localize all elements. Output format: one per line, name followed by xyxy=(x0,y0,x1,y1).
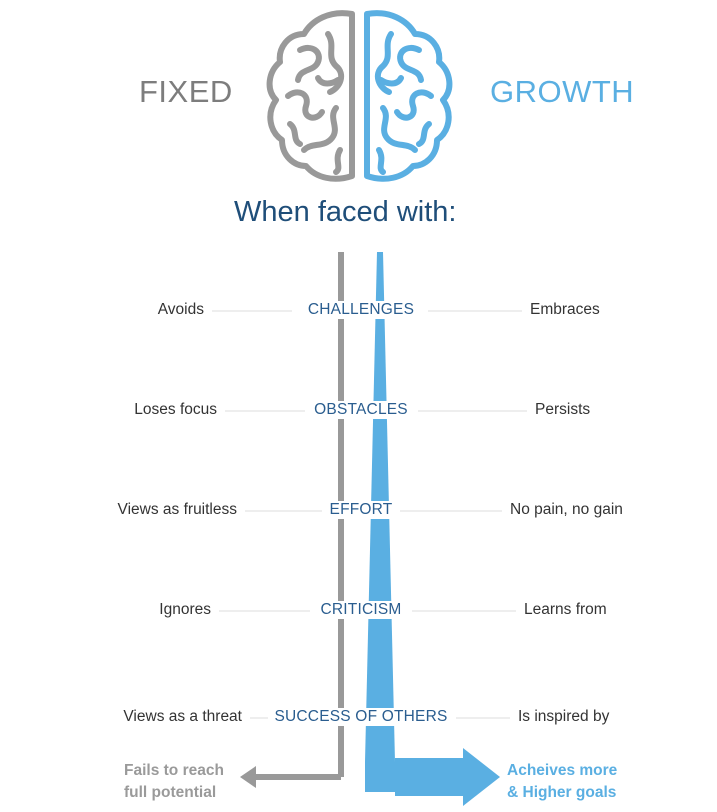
growth-outcome: Acheives more & Higher goals xyxy=(507,760,617,804)
fixed-arrow-head xyxy=(240,766,256,788)
situation-label: CHALLENGES xyxy=(301,301,421,319)
fixed-label: FIXED xyxy=(139,74,233,109)
fixed-response: Avoids xyxy=(157,301,204,318)
growth-response: Learns from xyxy=(524,601,607,618)
fixed-response: Loses focus xyxy=(134,401,217,418)
situation-label: EFFORT xyxy=(323,501,399,519)
fixed-outcome-line-2: full potential xyxy=(124,784,217,801)
growth-label: GROWTH xyxy=(490,74,635,109)
growth-outcome-line-2: & Higher goals xyxy=(507,784,617,801)
growth-response: Is inspired by xyxy=(518,708,610,725)
brain-icon xyxy=(266,10,453,182)
growth-response: Persists xyxy=(535,401,591,418)
brain-left-hemisphere xyxy=(266,10,355,182)
growth-response: No pain, no gain xyxy=(510,501,623,518)
row-connectors xyxy=(212,310,527,719)
fixed-response: Views as fruitless xyxy=(117,501,237,518)
fixed-response: Views as a threat xyxy=(123,708,242,725)
growth-response: Embraces xyxy=(530,301,600,318)
fixed-outcome: Fails to reach full potential xyxy=(124,760,224,804)
brain-right-hemisphere xyxy=(364,10,453,182)
situation-label: CRITICISM xyxy=(314,601,408,619)
fixed-response: Ignores xyxy=(159,601,211,618)
growth-outcome-line-1: Acheives more xyxy=(507,762,618,779)
situation-label: SUCCESS OF OTHERS xyxy=(268,708,454,726)
fixed-outcome-line-1: Fails to reach xyxy=(124,762,224,779)
situation-label: OBSTACLES xyxy=(308,401,414,419)
growth-arrow-head xyxy=(463,748,500,806)
prompt-heading: When faced with: xyxy=(234,196,457,228)
